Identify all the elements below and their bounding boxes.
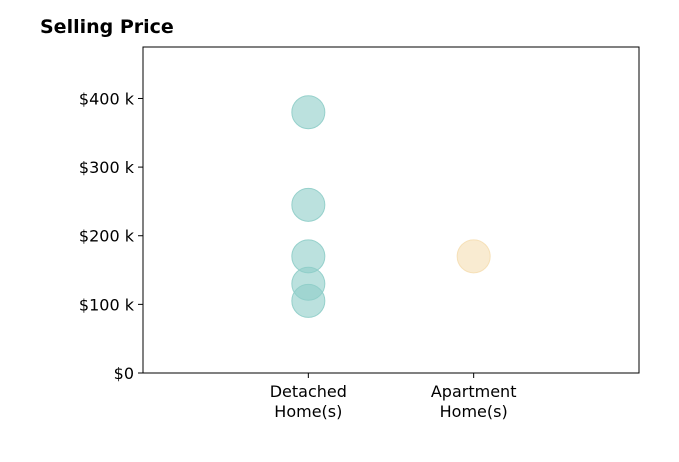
y-tick-label: $200 k [79, 227, 135, 246]
data-point [291, 95, 326, 130]
y-tick-label: $100 k [79, 295, 135, 314]
data-point [291, 283, 326, 318]
y-tick-label: $300 k [79, 158, 135, 177]
data-point [291, 187, 326, 222]
x-tick-label: Detached Home(s) [270, 382, 347, 421]
y-tick-label: $400 k [79, 89, 135, 108]
data-point [456, 239, 491, 274]
x-tick-label: Apartment Home(s) [431, 382, 517, 421]
plot-frame [142, 46, 640, 374]
chart-title: Selling Price [40, 16, 174, 38]
y-tick-label: $0 [114, 364, 134, 383]
